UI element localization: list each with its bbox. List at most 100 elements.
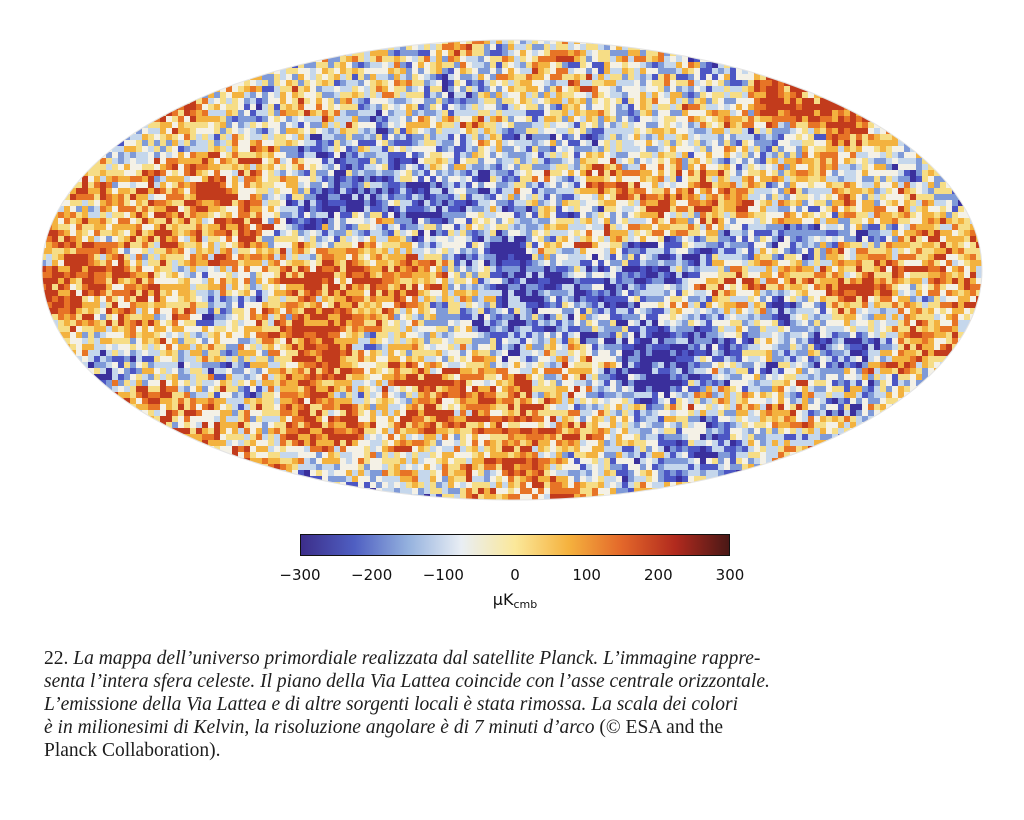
sky-pixel [670,146,677,153]
sky-pixel [184,206,191,213]
sky-pixel [42,260,47,267]
sky-pixel [610,218,617,225]
sky-pixel [718,68,725,75]
sky-pixel [154,158,161,165]
sky-pixel [160,146,167,153]
sky-pixel [316,140,323,147]
sky-pixel [742,206,749,213]
sky-pixel [394,248,401,255]
sky-pixel [538,200,545,207]
sky-pixel [370,116,377,123]
sky-pixel [58,230,65,237]
sky-pixel [628,188,635,195]
sky-pixel [658,254,665,261]
sky-pixel [580,206,587,213]
sky-pixel [850,188,857,195]
sky-pixel [346,128,353,135]
sky-pixel [310,152,317,159]
sky-pixel [172,176,179,183]
sky-pixel [262,164,269,171]
sky-pixel [418,188,425,195]
sky-pixel [82,242,89,249]
sky-pixel [760,188,767,195]
sky-pixel [436,218,443,225]
sky-pixel [550,254,557,261]
sky-pixel [538,158,545,165]
sky-pixel [148,188,155,195]
sky-pixel [250,218,257,225]
sky-pixel [508,40,515,45]
sky-pixel [784,206,791,213]
sky-pixel [376,176,383,183]
sky-pixel [190,128,197,135]
sky-pixel [268,224,275,231]
sky-pixel [190,260,197,267]
sky-pixel [76,230,83,237]
sky-pixel [46,272,53,279]
sky-pixel [112,218,119,225]
sky-pixel [418,170,425,177]
sky-pixel [436,194,443,201]
sky-pixel [604,104,611,111]
sky-pixel [370,140,377,147]
sky-pixel [190,188,197,195]
sky-pixel [310,80,317,87]
sky-pixel [730,176,737,183]
sky-pixel [364,80,371,87]
sky-pixel [688,236,695,243]
sky-pixel [706,104,713,111]
sky-pixel [418,74,425,81]
sky-pixel [274,158,281,165]
sky-pixel [448,152,455,159]
sky-pixel [370,68,377,75]
sky-pixel [394,56,401,63]
sky-pixel [760,260,767,267]
sky-pixel [370,248,377,255]
sky-pixel [124,236,131,243]
sky-pixel [376,122,383,129]
sky-pixel [484,104,491,111]
sky-pixel [964,230,971,237]
sky-pixel [844,170,851,177]
sky-pixel [100,176,107,183]
sky-pixel [358,134,365,141]
sky-pixel [748,188,755,195]
sky-pixel [484,134,491,141]
sky-pixel [274,272,281,279]
sky-pixel [682,68,689,75]
sky-pixel [76,248,83,255]
sky-pixel [292,242,299,249]
sky-pixel [268,152,275,159]
sky-pixel [676,116,683,123]
sky-pixel [100,260,107,267]
sky-pixel [334,104,341,111]
sky-pixel [472,176,479,183]
sky-pixel [610,80,617,87]
sky-pixel [724,122,731,129]
sky-pixel [538,44,545,51]
sky-pixel [172,170,179,177]
sky-pixel [592,254,599,261]
sky-pixel [358,224,365,231]
sky-pixel [388,50,395,57]
sky-pixel [346,272,353,279]
sky-pixel [364,182,371,189]
sky-pixel [142,242,149,249]
sky-pixel [298,134,305,141]
sky-pixel [424,212,431,219]
sky-pixel [370,134,377,141]
sky-pixel [892,248,899,255]
sky-pixel [586,68,593,75]
sky-pixel [646,242,653,249]
sky-pixel [64,206,71,213]
sky-pixel [568,158,575,165]
sky-pixel [682,224,689,231]
sky-pixel [502,98,509,105]
sky-pixel [580,56,587,63]
sky-pixel [196,158,203,165]
sky-pixel [322,218,329,225]
sky-pixel [130,146,137,153]
sky-pixel [232,254,239,261]
sky-pixel [298,80,305,87]
sky-pixel [652,104,659,111]
